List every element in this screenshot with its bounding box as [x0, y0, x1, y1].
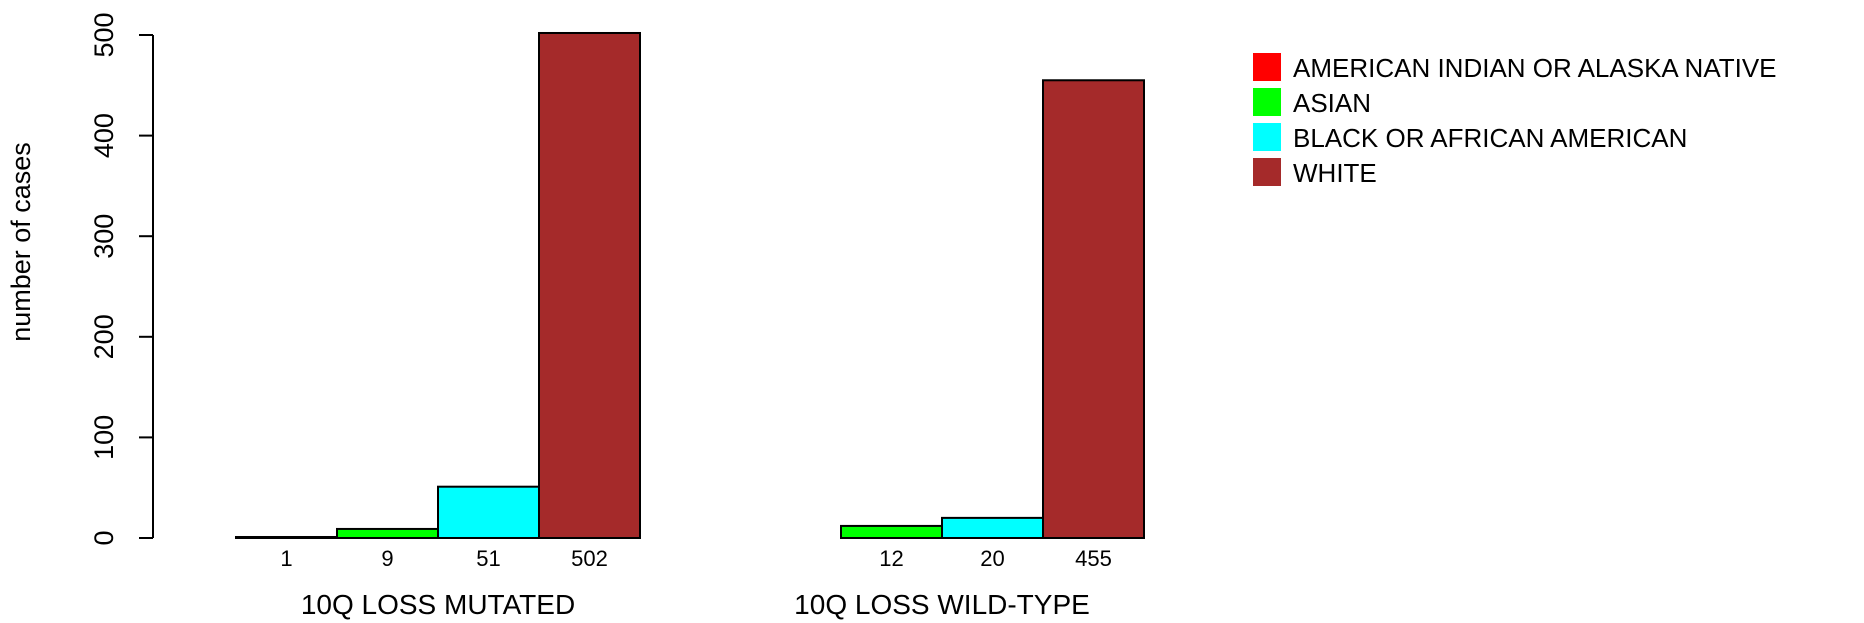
bar-value-label: 455 [1075, 546, 1112, 571]
bar-group: 12 20 455 10Q LOSS WILD-TYPE [794, 79, 1145, 620]
legend: AMERICAN INDIAN OR ALASKA NATIVE ASIAN BLA… [1253, 53, 1777, 188]
group-label: 10Q LOSS WILD-TYPE [794, 589, 1090, 620]
bar-value-label: 1 [280, 546, 292, 571]
bar-value-label: 12 [879, 546, 903, 571]
bar-value-label: 20 [980, 546, 1004, 571]
legend-swatch [1253, 158, 1281, 186]
bar-value-label: 51 [476, 546, 500, 571]
bars: 1 9 51 502 10Q LOSS MUTATED 12 20 455 10Q LOSS W… [235, 31, 1145, 620]
bar [840, 524, 943, 539]
bar [538, 31, 641, 539]
legend-item: ASIAN [1253, 88, 1371, 118]
bar [437, 485, 540, 539]
legend-label: BLACK OR AFRICAN AMERICAN [1293, 123, 1687, 153]
bar [336, 527, 439, 539]
bar [941, 516, 1044, 540]
legend-item: AMERICAN INDIAN OR ALASKA NATIVE [1253, 53, 1777, 83]
y-axis: 0 100 200 300 400 500 [89, 12, 154, 546]
y-tick-label: 100 [89, 415, 119, 460]
y-tick-label: 500 [89, 12, 119, 57]
legend-swatch [1253, 123, 1281, 151]
bar [1042, 79, 1145, 540]
legend-swatch [1253, 88, 1281, 116]
bar [235, 535, 338, 540]
y-axis-title: number of cases [6, 142, 36, 342]
legend-item: WHITE [1253, 158, 1377, 188]
legend-label: WHITE [1293, 158, 1377, 188]
bar-value-label: 502 [571, 546, 608, 571]
bar-value-label: 9 [381, 546, 393, 571]
legend-label: ASIAN [1293, 88, 1371, 118]
legend-swatch [1253, 53, 1281, 81]
group-label: 10Q LOSS MUTATED [301, 589, 575, 620]
legend-label: AMERICAN INDIAN OR ALASKA NATIVE [1293, 53, 1777, 83]
y-tick-label: 300 [89, 214, 119, 259]
bar-group: 1 9 51 502 10Q LOSS MUTATED [235, 31, 641, 620]
y-tick-label: 400 [89, 113, 119, 158]
y-tick-label: 200 [89, 314, 119, 359]
y-tick-label: 0 [89, 530, 119, 545]
legend-item: BLACK OR AFRICAN AMERICAN [1253, 123, 1687, 153]
